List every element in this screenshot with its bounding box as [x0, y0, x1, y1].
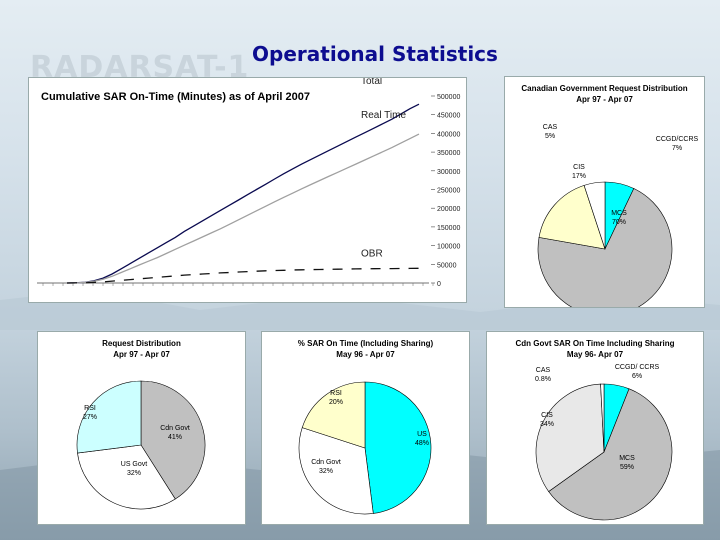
slice-name: CAS	[543, 124, 558, 131]
series-label-real-time: Real Time	[361, 110, 406, 121]
slice-name: RSI	[330, 390, 342, 397]
y-tick-label: 50000	[437, 262, 457, 269]
pie-slice-cas	[583, 181, 606, 250]
pie-subtitle: May 96 - Apr 07	[336, 350, 395, 359]
slice-name: Cdn Govt	[160, 425, 190, 432]
pie-label-mcs: MCS 70%	[611, 210, 627, 226]
y-tick-label: 300000	[437, 169, 460, 176]
pie-label-cis: CIS 34%	[540, 412, 554, 428]
pie-subtitle: Apr 97 - Apr 07	[113, 350, 170, 359]
pie-label-cas: CAS 0.8%	[535, 367, 551, 383]
slice-value: 20%	[329, 399, 343, 406]
series-line-total	[66, 103, 420, 284]
pie-slice-rsi	[301, 381, 366, 449]
slice-value: 5%	[545, 133, 555, 140]
pie-subtitle: Apr 97 - Apr 07	[576, 95, 633, 104]
slice-name: RSI	[84, 405, 96, 412]
pie-label-us-govt: US Govt 32%	[121, 461, 148, 477]
slice-value: 0.8%	[535, 376, 551, 383]
pie-label-mcs: MCS 59%	[619, 455, 635, 471]
y-tick-label: 200000	[437, 206, 460, 213]
y-tick-label: 250000	[437, 188, 460, 195]
pie-slice-cis	[538, 184, 606, 250]
pie-label-ccgd-ccrs: CCGD/CCRS 7%	[656, 136, 699, 152]
slice-name: US Govt	[121, 461, 148, 468]
line-chart-title: Cumulative SAR On-Time (Minutes) as of A…	[41, 91, 310, 103]
slice-value: 34%	[540, 421, 554, 428]
cumulative-sar-line-chart: Cumulative SAR On-Time (Minutes) as of A…	[37, 78, 460, 288]
pie-label-cdn-govt: Cdn Govt 32%	[311, 459, 341, 475]
pie-title: Request Distribution	[102, 339, 181, 348]
pie-label-cas: CAS 5%	[543, 124, 558, 140]
sar-on-time-pie-chart: % SAR On Time (Including Sharing) May 96 …	[298, 339, 434, 515]
slice-name: CIS	[541, 412, 553, 419]
y-tick-label: 500000	[437, 94, 460, 101]
pie-subtitle: May 96- Apr 07	[567, 350, 624, 359]
pie-slice-us-govt	[77, 444, 176, 510]
slice-value: 70%	[612, 219, 626, 226]
pie-label-rsi: RSI 27%	[83, 405, 97, 421]
pie-label-rsi: RSI 20%	[329, 390, 343, 406]
pie-slice-cdn-govt	[298, 427, 374, 515]
y-tick-label: 350000	[437, 150, 460, 157]
slice-value: 32%	[319, 468, 333, 475]
slice-name: MCS	[619, 455, 635, 462]
slide-title: Operational Statistics	[252, 42, 498, 66]
y-tick-label: 150000	[437, 225, 460, 232]
slice-name: CAS	[536, 367, 551, 374]
line-chart-panel: Cumulative SAR On-Time (Minutes) as of A…	[28, 77, 467, 303]
pie-title: Cdn Govt SAR On Time Including Sharing	[516, 339, 675, 348]
pie-slice-cis	[535, 383, 605, 492]
canadian-government-pie-panel: Canadian Government Request Distribution…	[504, 76, 705, 308]
slice-value: 48%	[415, 440, 429, 447]
slice-name: US	[417, 431, 427, 438]
pie-title: Canadian Government Request Distribution	[521, 84, 687, 93]
request-distribution-pie-panel: Request Distribution Apr 97 - Apr 07 Cdn G…	[37, 331, 246, 525]
slice-name: MCS	[611, 210, 627, 217]
pie-label-cdn-govt: Cdn Govt 41%	[160, 425, 190, 441]
y-tick-label: 400000	[437, 131, 460, 138]
cdn-govt-sar-pie-panel: Cdn Govt SAR On Time Including Sharing Ma…	[486, 331, 704, 525]
slice-name: Cdn Govt	[311, 459, 341, 466]
pie-slice-cas	[600, 383, 605, 453]
pie-slice-mcs	[537, 188, 673, 307]
series-line-real-time	[66, 133, 420, 284]
pie-title: % SAR On Time (Including Sharing)	[298, 339, 434, 348]
request-distribution-pie-chart: Request Distribution Apr 97 - Apr 07 Cdn G…	[76, 339, 206, 510]
pie-slice-mcs	[548, 388, 673, 521]
y-tick-label: 100000	[437, 244, 460, 251]
slice-value: 27%	[83, 414, 97, 421]
y-tick-label: 450000	[437, 113, 460, 120]
series-label-obr: OBR	[361, 248, 383, 259]
slice-value: 32%	[127, 470, 141, 477]
slice-value: 41%	[168, 434, 182, 441]
slice-name: CCGD/CCRS	[656, 136, 699, 143]
pie-label-us: US 48%	[415, 431, 429, 447]
canadian-government-pie-chart: Canadian Government Request Distribution…	[521, 84, 699, 307]
pie-label-cis: CIS 17%	[572, 164, 586, 180]
slice-name: CIS	[573, 164, 585, 171]
slice-name: CCGD/ CCRS	[615, 364, 660, 371]
pie-slice-us	[364, 381, 432, 514]
cdn-govt-sar-pie-chart: Cdn Govt SAR On Time Including Sharing Ma…	[516, 339, 675, 521]
pie-slice-rsi	[76, 380, 142, 454]
slice-value: 7%	[672, 145, 682, 152]
y-tick-label: 0	[437, 281, 441, 288]
series-line-obr	[66, 267, 420, 284]
pie-slice-cdn-govt	[140, 380, 206, 500]
sar-on-time-pie-panel: % SAR On Time (Including Sharing) May 96 …	[261, 331, 470, 525]
slice-value: 6%	[632, 373, 642, 380]
slice-value: 59%	[620, 464, 634, 471]
pie-label-ccgd-ccrs: CCGD/ CCRS 6%	[615, 364, 660, 380]
series-label-total: Total	[361, 78, 382, 87]
slice-value: 17%	[572, 173, 586, 180]
